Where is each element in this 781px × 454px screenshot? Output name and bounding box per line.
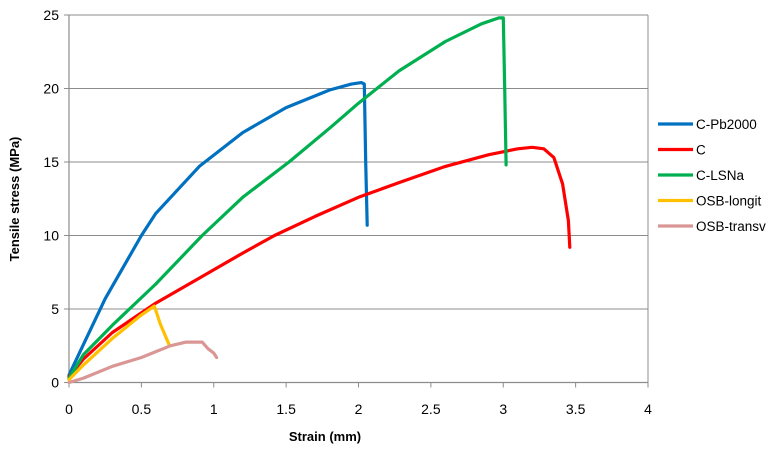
legend-item: OSB-transv xyxy=(658,219,766,234)
legend-label: C-Pb2000 xyxy=(696,117,757,132)
series-line-osb-longit xyxy=(67,304,171,382)
series-line-c xyxy=(67,145,572,379)
gridlines xyxy=(69,14,648,310)
x-tick-label: 2 xyxy=(355,401,363,417)
x-axis-title: Strain (mm) xyxy=(289,429,361,444)
y-tick-label: 25 xyxy=(43,7,59,23)
x-tick-label: 2.5 xyxy=(421,401,441,417)
x-tick-label: 0 xyxy=(65,401,73,417)
x-tick-label: 1 xyxy=(210,401,218,417)
y-axis-ticks: 0 5 10 15 20 25 xyxy=(43,7,69,391)
x-tick-label: 3.5 xyxy=(566,401,586,417)
legend-item: C xyxy=(658,143,706,158)
x-tick-label: 1.5 xyxy=(276,401,296,417)
legend: C-Pb2000 C C-LSNa OSB-longit OSB-transv xyxy=(658,117,766,234)
y-tick-label: 20 xyxy=(43,81,59,97)
series-line-c-lsna xyxy=(67,16,508,380)
legend-label: C xyxy=(696,143,706,158)
series-line-osb-transv xyxy=(67,340,219,385)
legend-label: C-LSNa xyxy=(696,168,745,183)
legend-item: C-Pb2000 xyxy=(658,117,757,132)
legend-item: C-LSNa xyxy=(658,168,745,183)
data-series xyxy=(67,16,572,385)
legend-label: OSB-longit xyxy=(696,194,762,209)
legend-label: OSB-transv xyxy=(696,219,766,234)
x-tick-label: 4 xyxy=(644,401,652,417)
y-tick-label: 0 xyxy=(51,375,59,391)
x-tick-label: 0.5 xyxy=(132,401,152,417)
y-tick-label: 15 xyxy=(43,154,59,170)
series-line-c-pb2000 xyxy=(67,80,369,377)
y-tick-label: 10 xyxy=(43,228,59,244)
x-axis-ticks: 0 0.5 1 1.5 2 2.5 3 3.5 4 xyxy=(65,382,652,417)
x-tick-label: 3 xyxy=(499,401,507,417)
y-tick-label: 5 xyxy=(51,301,59,317)
y-axis-title: Tensile stress (MPa) xyxy=(7,137,22,262)
legend-item: OSB-longit xyxy=(658,194,762,209)
